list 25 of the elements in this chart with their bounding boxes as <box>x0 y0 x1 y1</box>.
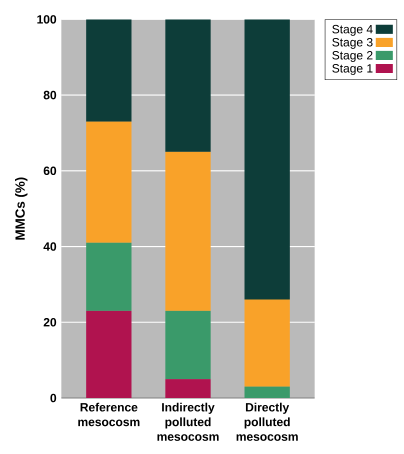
bar <box>244 386 290 398</box>
bar <box>244 19 290 300</box>
legend-label: Stage 4 <box>332 24 373 36</box>
legend-label: Stage 2 <box>332 51 372 62</box>
x-tick-label: Indirectly polluted mesocosm <box>157 402 219 441</box>
legend-label: Stage 3 <box>332 38 373 49</box>
x-tick-label: Reference mesocosm <box>78 402 140 426</box>
legend-label: Stage 1 <box>332 64 372 75</box>
y-tick-label: 20 <box>44 318 56 327</box>
y-tick-label: 80 <box>44 90 56 100</box>
bar <box>165 152 211 311</box>
y-tick-label: 40 <box>43 242 56 251</box>
y-tick-label: 60 <box>44 166 56 176</box>
bar <box>165 379 211 398</box>
y-axis-title: MMCs (%) <box>15 177 28 240</box>
bar <box>165 19 211 152</box>
y-tick-label: 0 <box>50 394 56 402</box>
bar <box>86 122 132 243</box>
bar <box>165 310 211 380</box>
bar <box>86 19 132 122</box>
y-tick-label: 100 <box>37 15 56 24</box>
bar <box>86 310 132 398</box>
x-tick-label: Directly polluted mesocosm <box>236 402 298 441</box>
bar <box>86 242 132 311</box>
bar <box>244 300 290 387</box>
